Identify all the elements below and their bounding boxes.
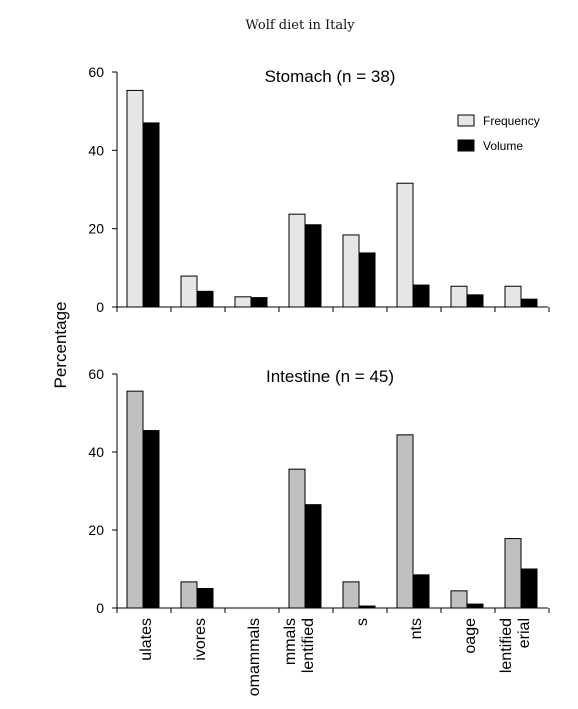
bar-volume xyxy=(304,504,322,609)
y-axis-label: Percentage xyxy=(51,302,70,389)
bar-frequency xyxy=(504,538,522,609)
bar-frequency xyxy=(450,285,468,308)
bar-frequency xyxy=(180,581,198,609)
bar-frequency xyxy=(126,89,144,308)
bar-frequency xyxy=(126,390,144,609)
category-label: omammals xyxy=(246,618,263,696)
legend-frequency-swatch xyxy=(457,114,475,127)
category-label: s xyxy=(354,618,371,626)
y-tick-label: 20 xyxy=(88,221,104,237)
legend: Frequency Volume xyxy=(457,114,540,153)
bar-volume xyxy=(358,605,376,609)
bar-frequency xyxy=(396,182,414,308)
category-labels: ulates ivores omammals mmals lentified s nts oa… xyxy=(138,618,533,696)
category-label: erial xyxy=(516,618,533,648)
bar-frequency xyxy=(450,590,468,609)
bar-volume xyxy=(412,284,430,308)
bar-volume xyxy=(250,297,268,308)
category-label: lentified xyxy=(300,618,317,673)
page-title: Wolf diet in Italy xyxy=(245,18,355,33)
panel-title: Stomach (n = 38) xyxy=(265,67,396,86)
bar-volume xyxy=(520,298,538,308)
bar-frequency xyxy=(288,213,306,308)
y-tick-label: 60 xyxy=(88,64,104,80)
y-tick-label: 0 xyxy=(96,600,104,616)
legend-frequency-label: Frequency xyxy=(483,114,540,128)
bar-frequency xyxy=(234,296,252,308)
legend-volume-swatch xyxy=(457,139,475,152)
bar-frequency xyxy=(288,468,306,609)
bar-frequency xyxy=(342,234,360,308)
bar-volume xyxy=(142,430,160,609)
y-tick-label: 0 xyxy=(96,299,104,315)
y-tick-label: 60 xyxy=(88,366,104,382)
category-label: ivores xyxy=(192,618,209,661)
panel-stomach: 0 20 40 60 Stomach (n = 38) xyxy=(88,64,550,315)
bar-volume xyxy=(196,290,214,308)
y-tick-label: 20 xyxy=(88,522,104,538)
panel-intestine: 0 20 40 60 Intestine (n = 45) xyxy=(88,366,550,616)
bar-volume xyxy=(466,603,484,609)
bar-volume xyxy=(142,122,160,308)
bar-volume xyxy=(466,294,484,308)
category-label: lentified xyxy=(498,618,515,673)
legend-volume-label: Volume xyxy=(483,139,523,153)
bar-frequency xyxy=(504,285,522,308)
bar-frequency xyxy=(180,275,198,308)
y-tick-label: 40 xyxy=(88,444,104,460)
bar-volume xyxy=(412,574,430,609)
bar-volume xyxy=(358,252,376,308)
bar-volume xyxy=(304,224,322,308)
bar-frequency xyxy=(342,581,360,609)
panel-title: Intestine (n = 45) xyxy=(266,367,394,386)
category-label: ulates xyxy=(138,618,155,661)
bar-volume xyxy=(196,588,214,609)
bar-volume xyxy=(520,568,538,609)
bar-frequency xyxy=(396,434,414,609)
category-label: nts xyxy=(408,618,425,639)
category-label: oage xyxy=(462,618,479,654)
category-label: mmals xyxy=(282,618,299,665)
y-tick-label: 40 xyxy=(88,142,104,158)
